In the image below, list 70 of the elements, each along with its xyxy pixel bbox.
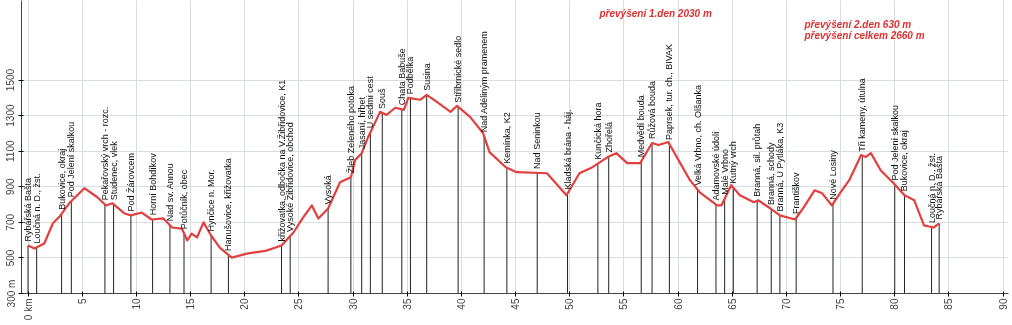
y-tick-label: 1500 — [5, 68, 17, 92]
annotation: Horní Bohdíkov — [147, 152, 158, 216]
x-tick-label: 10 — [130, 298, 142, 310]
annotation: Pod Jelení skalkou — [889, 104, 900, 181]
x-tick-label: 5 — [76, 298, 88, 305]
annotation: Nad Seninkou — [532, 112, 543, 169]
x-tick-label: 85 — [943, 298, 955, 310]
y-tick-label: 1300 — [5, 104, 17, 127]
annotation: Vysoká — [323, 175, 334, 205]
annotation: Susina — [421, 63, 432, 91]
annotation: Františkov — [791, 171, 802, 214]
x-tick-label: 20 — [239, 298, 251, 310]
x-tick-label: 60 — [672, 298, 684, 310]
y-tick-label: 300 m — [5, 279, 17, 308]
annotation: převýšení 1.den 2030 m — [598, 7, 712, 19]
annotation: Kladská brána - háj. — [562, 109, 573, 190]
x-tick-label: 25 — [293, 298, 305, 310]
annotation: Jasaní, hřbet — [356, 96, 367, 150]
x-tick-label: 30 — [347, 298, 359, 310]
x-tick-label: 55 — [618, 298, 630, 310]
x-tick-label: 40 — [455, 298, 467, 310]
annotation: Malé Vrbno — [719, 148, 730, 195]
x-tick-label: 70 — [780, 298, 792, 310]
annotation: Potůčník, obec — [179, 169, 190, 230]
annotation: Branná, sil. průtah — [752, 123, 763, 197]
annotation: Podbělka — [405, 56, 416, 95]
x-tick-label: 45 — [510, 298, 522, 310]
annotation: Branná, schody — [766, 141, 777, 205]
annotation: Vysoké Žibřidovice, obchod — [285, 122, 296, 233]
x-tick-label: 65 — [726, 298, 738, 310]
annotation: Nad Adéliným pramenem — [479, 31, 490, 133]
annotation: Hanušovice, křižovatka — [223, 158, 234, 251]
annotation: Pekařovský vrch - rozc. — [99, 106, 110, 201]
annotation: převýšení 2.den 630 m — [803, 18, 912, 30]
x-tick-label: 90 — [997, 298, 1009, 310]
x-tick-label: 35 — [401, 298, 413, 310]
annotation: Souš — [377, 87, 388, 109]
x-tick-label: 75 — [835, 298, 847, 310]
annotation: Zhořelá — [603, 122, 614, 153]
annotation: Hynčice n. Mor. — [206, 169, 217, 232]
annotation: Kutný vrch — [728, 141, 739, 184]
annotation: Pod Jelení skalkou — [66, 121, 77, 198]
annotation: Velká Vrbno, ch. Olšanka — [692, 84, 703, 186]
y-tick-label: 700 — [5, 213, 17, 231]
annotation: Žleb Zeleného potoka — [345, 86, 356, 174]
annotation: Medvědí bouda — [636, 95, 647, 158]
annotation: Nad sv. Annou — [164, 163, 175, 222]
x-tick-label: 15 — [185, 298, 197, 310]
annotation: Kemínka, K2 — [501, 112, 512, 164]
y-tick-label: 900 — [5, 177, 17, 196]
annotation: Chata Babuše — [396, 48, 407, 106]
annotation: Adamovské údolí — [710, 131, 721, 201]
x-tick-label: 50 — [564, 298, 576, 310]
x-tick-label: 0 km — [22, 298, 34, 321]
annotation: převýšení celkem 2660 m — [803, 29, 925, 41]
annotation: Nové Losiny — [827, 149, 838, 200]
x-tick-label: 80 — [889, 298, 901, 310]
annotation: Rybářská Bašta — [23, 177, 33, 242]
annotation: Růžová bouda — [647, 80, 658, 139]
annotation: Pod Žárovcem — [125, 152, 136, 212]
y-tick-label: 500 — [5, 249, 17, 267]
annotation: Paprsek, tur. ch., BIVAK — [664, 44, 675, 140]
annotation: Stříbrnické sedlo — [453, 35, 464, 103]
annotation: U sedmi cest — [365, 75, 376, 129]
y-tick-label: 1100 — [5, 139, 17, 162]
annotation: Rybářská Bašta — [934, 155, 945, 220]
annotation: Tři kameny, útulna — [857, 78, 868, 152]
annotation: Bukovice, okraj — [899, 130, 910, 192]
annotation: Bukovice, okraj — [56, 148, 67, 210]
annotation: Kunčická hora — [592, 102, 603, 160]
